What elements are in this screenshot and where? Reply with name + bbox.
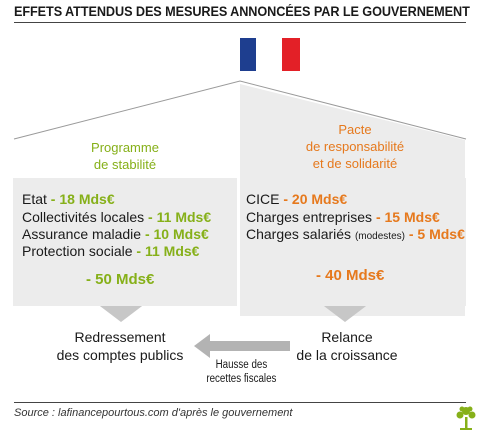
left-heading-line1: Programme [91,140,159,155]
right-heading-line1: Pacte [338,122,372,137]
right-heading: Pacte de responsabilité et de solidarité [280,121,430,172]
middle-arrow-line2: recettes fiscales [206,373,277,385]
flag-red-band [282,38,300,71]
left-result-line2: des comptes publics [56,347,184,363]
right-item-note: (modestes) [354,231,405,242]
title-divider [14,22,466,23]
left-result-line1: Redressement [74,329,166,345]
roof-line [13,80,467,140]
right-result-line1: Relance [321,329,373,345]
right-item-charges-salaries: Charges salariés (modestes) - 5 Mds€ [246,226,465,242]
footer-divider [14,402,466,403]
right-result-line2: de la croissance [296,347,398,363]
left-roof-space [20,92,236,170]
flag-blue-band [240,38,256,71]
left-box [13,178,237,306]
left-result: Redressement des comptes publics [40,328,200,364]
left-heading-line2: de stabilité [93,157,157,172]
left-item-etat: Etat - 18 Mds€ [22,191,115,207]
left-total: - 50 Mds€ [86,271,155,288]
tree-logo-icon [456,406,476,430]
left-arrow-icon [194,334,290,358]
page-title: EFFETS ATTENDUS DES MESURES ANNONCÉES PA… [14,4,470,19]
right-item-cice: CICE - 20 Mds€ [246,191,348,207]
right-heading-line3: et de solidarité [312,156,398,171]
right-box [242,178,466,306]
source-note: Source : lafinancepourtous.com d'après l… [14,407,293,419]
flag-white-band [256,38,282,71]
left-item-assurance-maladie: Assurance maladie - 10 Mds€ [22,226,209,242]
right-result: Relance de la croissance [282,328,412,364]
left-item-collectivites: Collectivités locales - 11 Mds€ [22,209,212,225]
middle-arrow-label: Hausse des recettes fiscales [204,358,279,386]
left-item-protection-sociale: Protection sociale - 11 Mds€ [22,243,200,259]
right-heading-line2: de responsabilité [305,139,405,154]
left-heading: Programme de stabilité [60,139,190,173]
middle-arrow-line1: Hausse des [215,359,268,371]
right-item-charges-entreprises: Charges entreprises - 15 Mds€ [246,209,440,225]
right-total: - 40 Mds€ [316,267,385,284]
